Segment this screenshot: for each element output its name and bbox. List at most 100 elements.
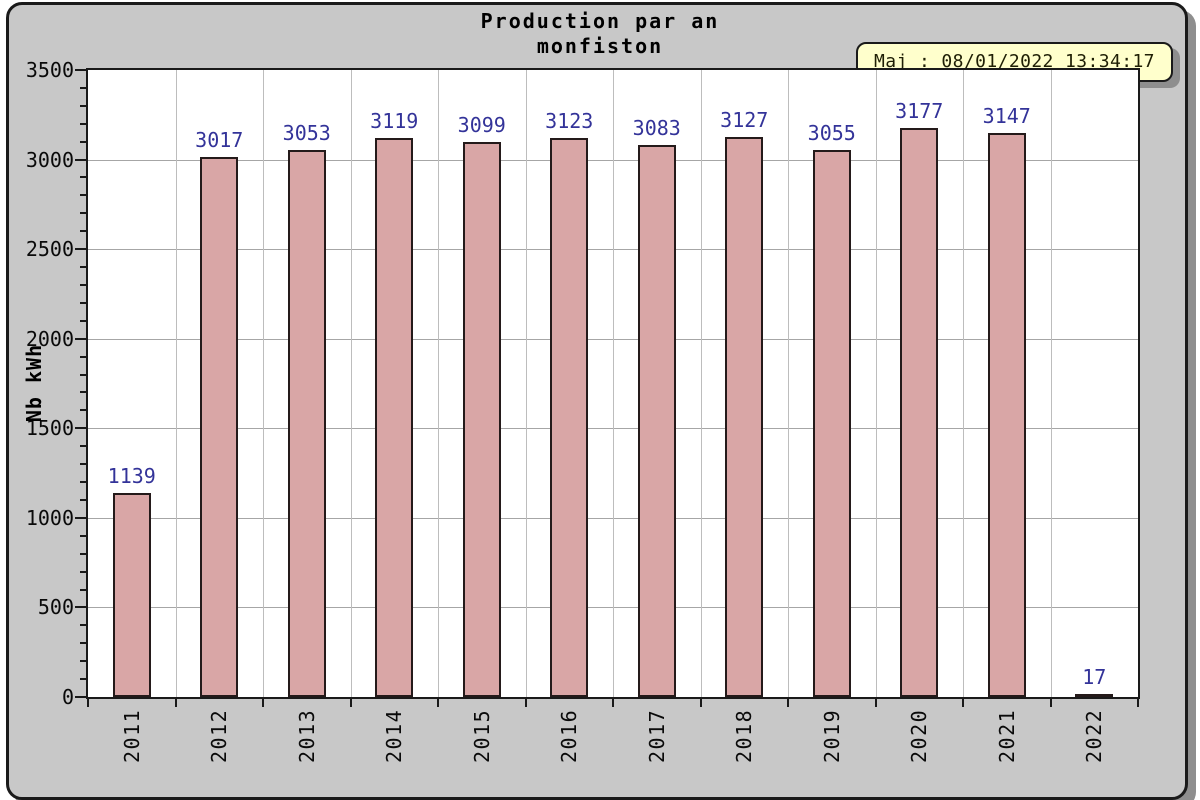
x-tick-7 <box>699 699 702 707</box>
y-minor-tick-1800 <box>80 373 86 376</box>
y-minor-tick-400 <box>80 624 86 627</box>
y-minor-tick-1900 <box>80 355 86 358</box>
x-category-2011: 2011 <box>119 708 144 763</box>
gridline-v-9 <box>875 70 877 697</box>
bar-value-2018: 3127 <box>720 108 769 132</box>
bar-value-2015: 3099 <box>457 113 506 137</box>
x-category-2013: 2013 <box>294 708 319 763</box>
y-minor-tick-3400 <box>80 86 86 89</box>
bar-2016 <box>550 138 589 697</box>
y-tick-1000 <box>75 516 86 519</box>
x-tick-1 <box>174 699 177 707</box>
x-tick-3 <box>349 699 352 707</box>
gridline-v-4 <box>438 70 439 697</box>
y-tick-label-2000: 2000 <box>25 326 74 351</box>
bar-2013 <box>287 150 326 697</box>
y-minor-tick-900 <box>80 534 86 537</box>
y-tick-label-3500: 3500 <box>25 58 74 82</box>
y-minor-tick-2400 <box>80 266 86 269</box>
y-minor-tick-1100 <box>80 498 86 501</box>
last-update-text: Maj : 08/01/2022 13:34:17 <box>874 51 1155 72</box>
y-minor-tick-3300 <box>80 104 86 107</box>
y-minor-tick-100 <box>80 678 86 681</box>
y-minor-tick-2300 <box>80 283 86 286</box>
x-tick-9 <box>874 699 877 707</box>
y-minor-tick-1400 <box>80 445 86 448</box>
bar-value-2017: 3083 <box>632 116 681 140</box>
y-tick-500 <box>75 606 86 609</box>
bar-value-2021: 3147 <box>982 104 1031 128</box>
bar-2019 <box>812 150 851 697</box>
x-category-2021: 2021 <box>994 708 1019 763</box>
bar-value-2014: 3119 <box>370 109 419 133</box>
y-minor-tick-800 <box>80 552 86 555</box>
y-minor-tick-2100 <box>80 319 86 322</box>
gridline-v-8 <box>788 70 789 697</box>
bar-2018 <box>725 137 764 697</box>
y-tick-label-0: 0 <box>61 685 74 709</box>
x-tick-2 <box>262 699 264 707</box>
y-tick-label-1500: 1500 <box>25 416 74 441</box>
bar-2021 <box>987 133 1026 697</box>
chart-title: Production par an <box>480 9 720 33</box>
chart-subtitle: monfiston <box>536 34 664 58</box>
bar-value-2016: 3123 <box>545 109 594 133</box>
y-minor-tick-1700 <box>80 391 86 394</box>
bar-2014 <box>375 138 414 697</box>
gridline-v-11 <box>1050 70 1052 697</box>
y-minor-tick-2900 <box>80 176 86 179</box>
y-tick-2500 <box>75 248 86 251</box>
y-minor-tick-600 <box>80 588 86 591</box>
y-minor-tick-700 <box>80 570 86 573</box>
x-category-2012: 2012 <box>207 708 232 763</box>
bar-2012 <box>200 157 239 697</box>
y-minor-tick-2800 <box>80 194 86 197</box>
bar-2011 <box>112 493 151 697</box>
x-tick-11 <box>1049 699 1052 707</box>
bar-value-2020: 3177 <box>895 99 944 123</box>
y-axis-label: Nb kWh <box>22 343 46 423</box>
y-minor-tick-3100 <box>80 140 86 143</box>
bar-value-2012: 3017 <box>195 128 244 152</box>
bar-2017 <box>637 145 676 697</box>
y-minor-tick-1200 <box>80 481 86 484</box>
x-tick-4 <box>437 699 439 707</box>
x-tick-6 <box>612 699 614 707</box>
y-tick-2000 <box>75 337 86 340</box>
x-category-2015: 2015 <box>469 708 494 763</box>
y-minor-tick-2200 <box>80 301 86 304</box>
x-category-2017: 2017 <box>644 708 669 763</box>
x-tick-12 <box>1137 699 1139 707</box>
gridline-v-7 <box>700 70 702 697</box>
x-category-2018: 2018 <box>732 708 757 763</box>
gridline-v-1 <box>175 70 177 697</box>
y-tick-label-2500: 2500 <box>25 237 74 262</box>
y-tick-label-3000: 3000 <box>25 147 74 172</box>
y-tick-label-500: 500 <box>37 595 74 620</box>
gridline-v-10 <box>963 70 964 697</box>
x-category-2020: 2020 <box>907 708 932 763</box>
x-category-2022: 2022 <box>1082 708 1107 763</box>
gridline-v-6 <box>613 70 614 697</box>
bar-value-2011: 1139 <box>107 464 156 488</box>
gridline-v-5 <box>525 70 527 697</box>
y-minor-tick-300 <box>80 642 86 645</box>
gridline-v-3 <box>350 70 352 697</box>
y-minor-tick-2600 <box>80 230 86 233</box>
bar-2022 <box>1075 694 1114 698</box>
bar-2015 <box>462 142 501 697</box>
bar-value-2019: 3055 <box>807 121 856 145</box>
y-minor-tick-200 <box>80 660 86 663</box>
y-tick-label-1000: 1000 <box>25 505 74 530</box>
y-minor-tick-1300 <box>80 463 86 466</box>
y-minor-tick-3200 <box>80 122 86 125</box>
x-tick-8 <box>787 699 789 707</box>
bar-value-2022: 17 <box>1082 665 1107 689</box>
y-tick-1500 <box>75 427 86 430</box>
x-category-2019: 2019 <box>819 708 844 763</box>
y-minor-tick-1600 <box>80 409 86 412</box>
x-tick-5 <box>524 699 527 707</box>
chart-title-block: Production par an monfiston <box>0 9 1200 59</box>
